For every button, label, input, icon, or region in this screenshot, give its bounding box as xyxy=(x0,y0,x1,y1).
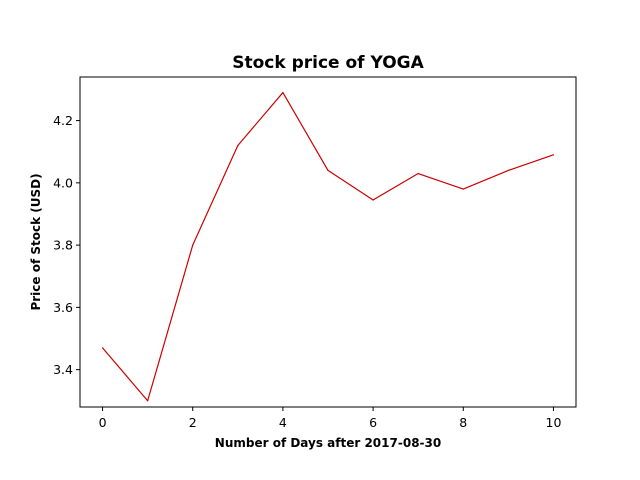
plot-area xyxy=(79,76,577,408)
x-tick-label: 2 xyxy=(189,415,197,430)
data-point xyxy=(237,144,239,147)
x-tick-label: 8 xyxy=(459,415,467,430)
data-point xyxy=(462,188,464,190)
data-point xyxy=(101,347,104,349)
data-point xyxy=(192,244,194,246)
data-point xyxy=(372,199,374,201)
x-tick-label: 0 xyxy=(99,415,107,430)
series-layer xyxy=(101,91,555,402)
y-tick-label: 3.6 xyxy=(53,300,73,315)
x-tick-label: 10 xyxy=(546,415,562,430)
plot-frame xyxy=(79,76,577,408)
x-tick-label: 6 xyxy=(369,415,377,430)
data-point xyxy=(507,169,509,171)
y-tick-label: 3.4 xyxy=(53,362,73,377)
x-axis: 0 2 4 6 8 10 xyxy=(99,407,562,430)
data-point xyxy=(552,154,555,156)
x-tick-label: 4 xyxy=(279,415,287,430)
series-line xyxy=(102,91,554,402)
x-axis-label: Number of Days after 2017-08-30 xyxy=(215,436,441,450)
data-point xyxy=(417,172,419,175)
data-point xyxy=(147,400,149,402)
data-point xyxy=(327,169,329,171)
y-axis: 3.4 3.6 3.8 4.0 4.2 xyxy=(53,113,80,377)
y-tick-label: 3.8 xyxy=(53,238,73,253)
y-axis-label: Price of Stock (USD) xyxy=(29,173,43,310)
y-tick-label: 4.0 xyxy=(53,175,73,190)
y-tick-label: 4.2 xyxy=(53,113,73,128)
data-point xyxy=(282,91,284,94)
chart-title: Stock price of YOGA xyxy=(232,53,424,73)
